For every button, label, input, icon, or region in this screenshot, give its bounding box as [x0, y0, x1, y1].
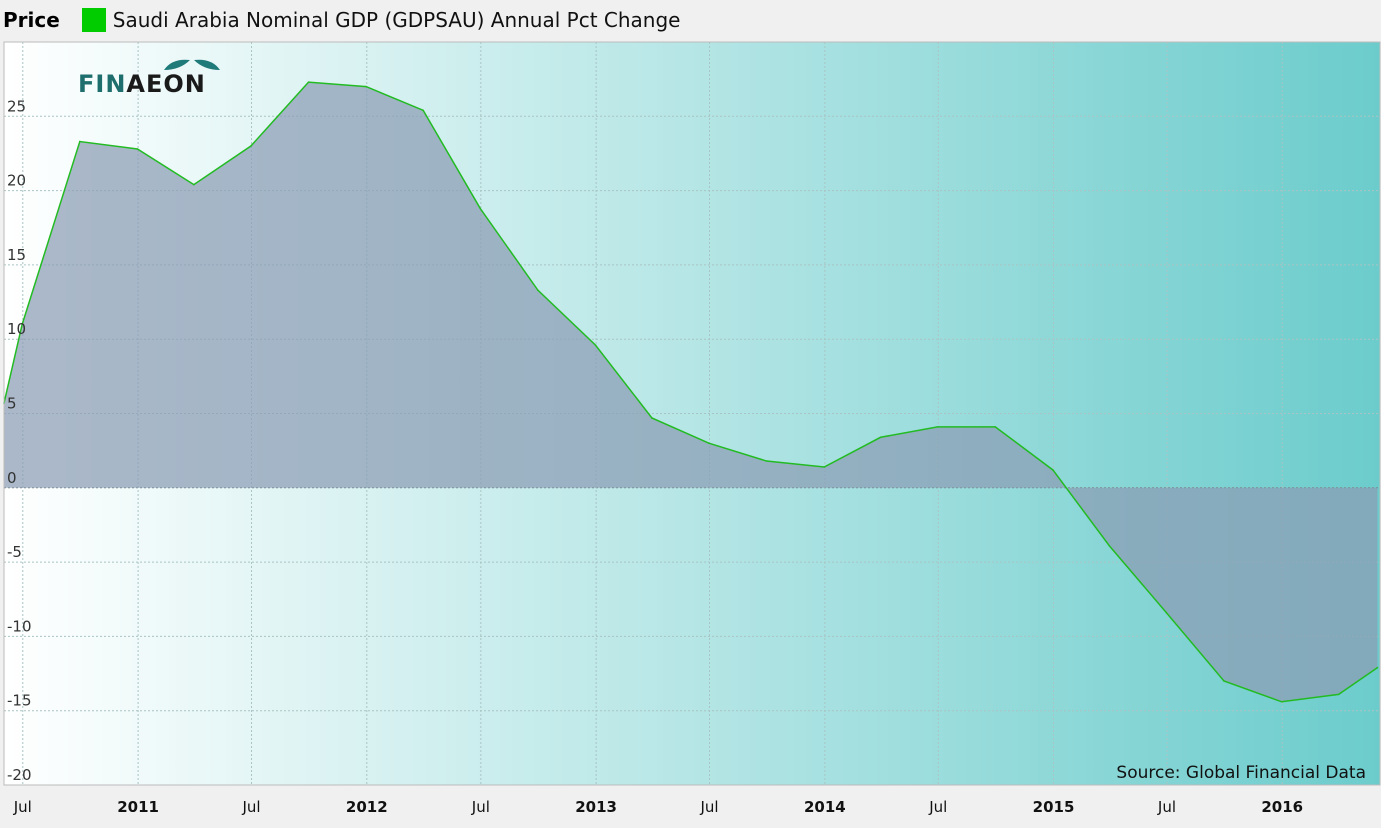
legend-series-label: Saudi Arabia Nominal GDP (GDPSAU) Annual…	[112, 8, 681, 32]
data-point	[422, 109, 424, 112]
x-axis: Jul 2011 Jul 2012 Jul 2013 Jul 2014 Jul 2015 Jul 20…	[13, 798, 1303, 816]
data-point	[479, 207, 482, 210]
x-tick-label: 2012	[346, 798, 388, 816]
data-point	[594, 344, 597, 346]
data-point	[1223, 680, 1225, 682]
data-point	[1052, 469, 1054, 471]
x-tick-label: Jul	[699, 798, 718, 816]
y-tick-label: -20	[7, 766, 32, 784]
x-tick-label: 2015	[1033, 798, 1075, 816]
data-point	[21, 323, 23, 326]
data-point	[765, 460, 768, 462]
data-point	[994, 426, 997, 428]
y-tick-label: 20	[7, 172, 26, 190]
data-point	[823, 466, 826, 468]
logo-text: FINAEON	[78, 70, 206, 98]
data-point	[1165, 611, 1168, 614]
data-point	[307, 81, 310, 83]
y-tick-label: 10	[7, 320, 26, 338]
series-area	[4, 82, 1378, 702]
data-point	[936, 426, 939, 428]
y-tick-label: -5	[7, 543, 22, 561]
y-tick-label: 0	[7, 469, 17, 487]
logo-text-b: AEON	[126, 70, 206, 98]
y-tick-label: -10	[7, 617, 32, 635]
x-tick-label: 2013	[575, 798, 617, 816]
data-point	[708, 442, 710, 445]
legend-swatch	[81, 8, 106, 32]
data-point	[79, 140, 81, 143]
x-tick-label: Jul	[928, 798, 947, 816]
x-tick-label: Jul	[13, 798, 32, 816]
data-point	[193, 183, 195, 186]
data-point	[1280, 700, 1283, 703]
finaeon-logo: FINAEON	[78, 58, 248, 98]
legend-title: Price	[3, 8, 60, 32]
plot-frame	[3, 41, 1381, 786]
data-point	[1376, 666, 1379, 669]
series-area-group	[3, 81, 1379, 703]
data-point	[537, 289, 539, 291]
y-tick-label: -15	[7, 692, 32, 710]
y-tick-label: 5	[7, 395, 17, 413]
logo-leaf-icon	[164, 59, 220, 70]
data-point	[365, 85, 367, 88]
data-point	[879, 436, 882, 439]
data-point	[651, 417, 653, 419]
legend: Price Saudi Arabia Nominal GDP (GDPSAU) …	[0, 0, 1381, 40]
data-point	[250, 145, 252, 147]
series-line	[3, 81, 1378, 703]
y-tick-label: 25	[7, 97, 26, 115]
data-point	[1337, 693, 1340, 696]
x-tick-label: Jul	[241, 798, 260, 816]
x-tick-label: 2016	[1261, 798, 1303, 816]
y-axis: 25 20 15 10 5 0 -5 -10 -15 -20	[7, 97, 32, 784]
data-point	[136, 148, 139, 150]
source-note: Source: Global Financial Data	[1116, 763, 1366, 783]
x-tick-label: 2011	[117, 798, 159, 816]
logo-text-a: FIN	[78, 70, 127, 98]
x-tick-label: Jul	[1157, 798, 1176, 816]
x-tick-label: Jul	[471, 798, 490, 816]
y-tick-label: 15	[7, 246, 26, 264]
x-tick-label: 2014	[804, 798, 846, 816]
data-point	[1108, 544, 1111, 547]
